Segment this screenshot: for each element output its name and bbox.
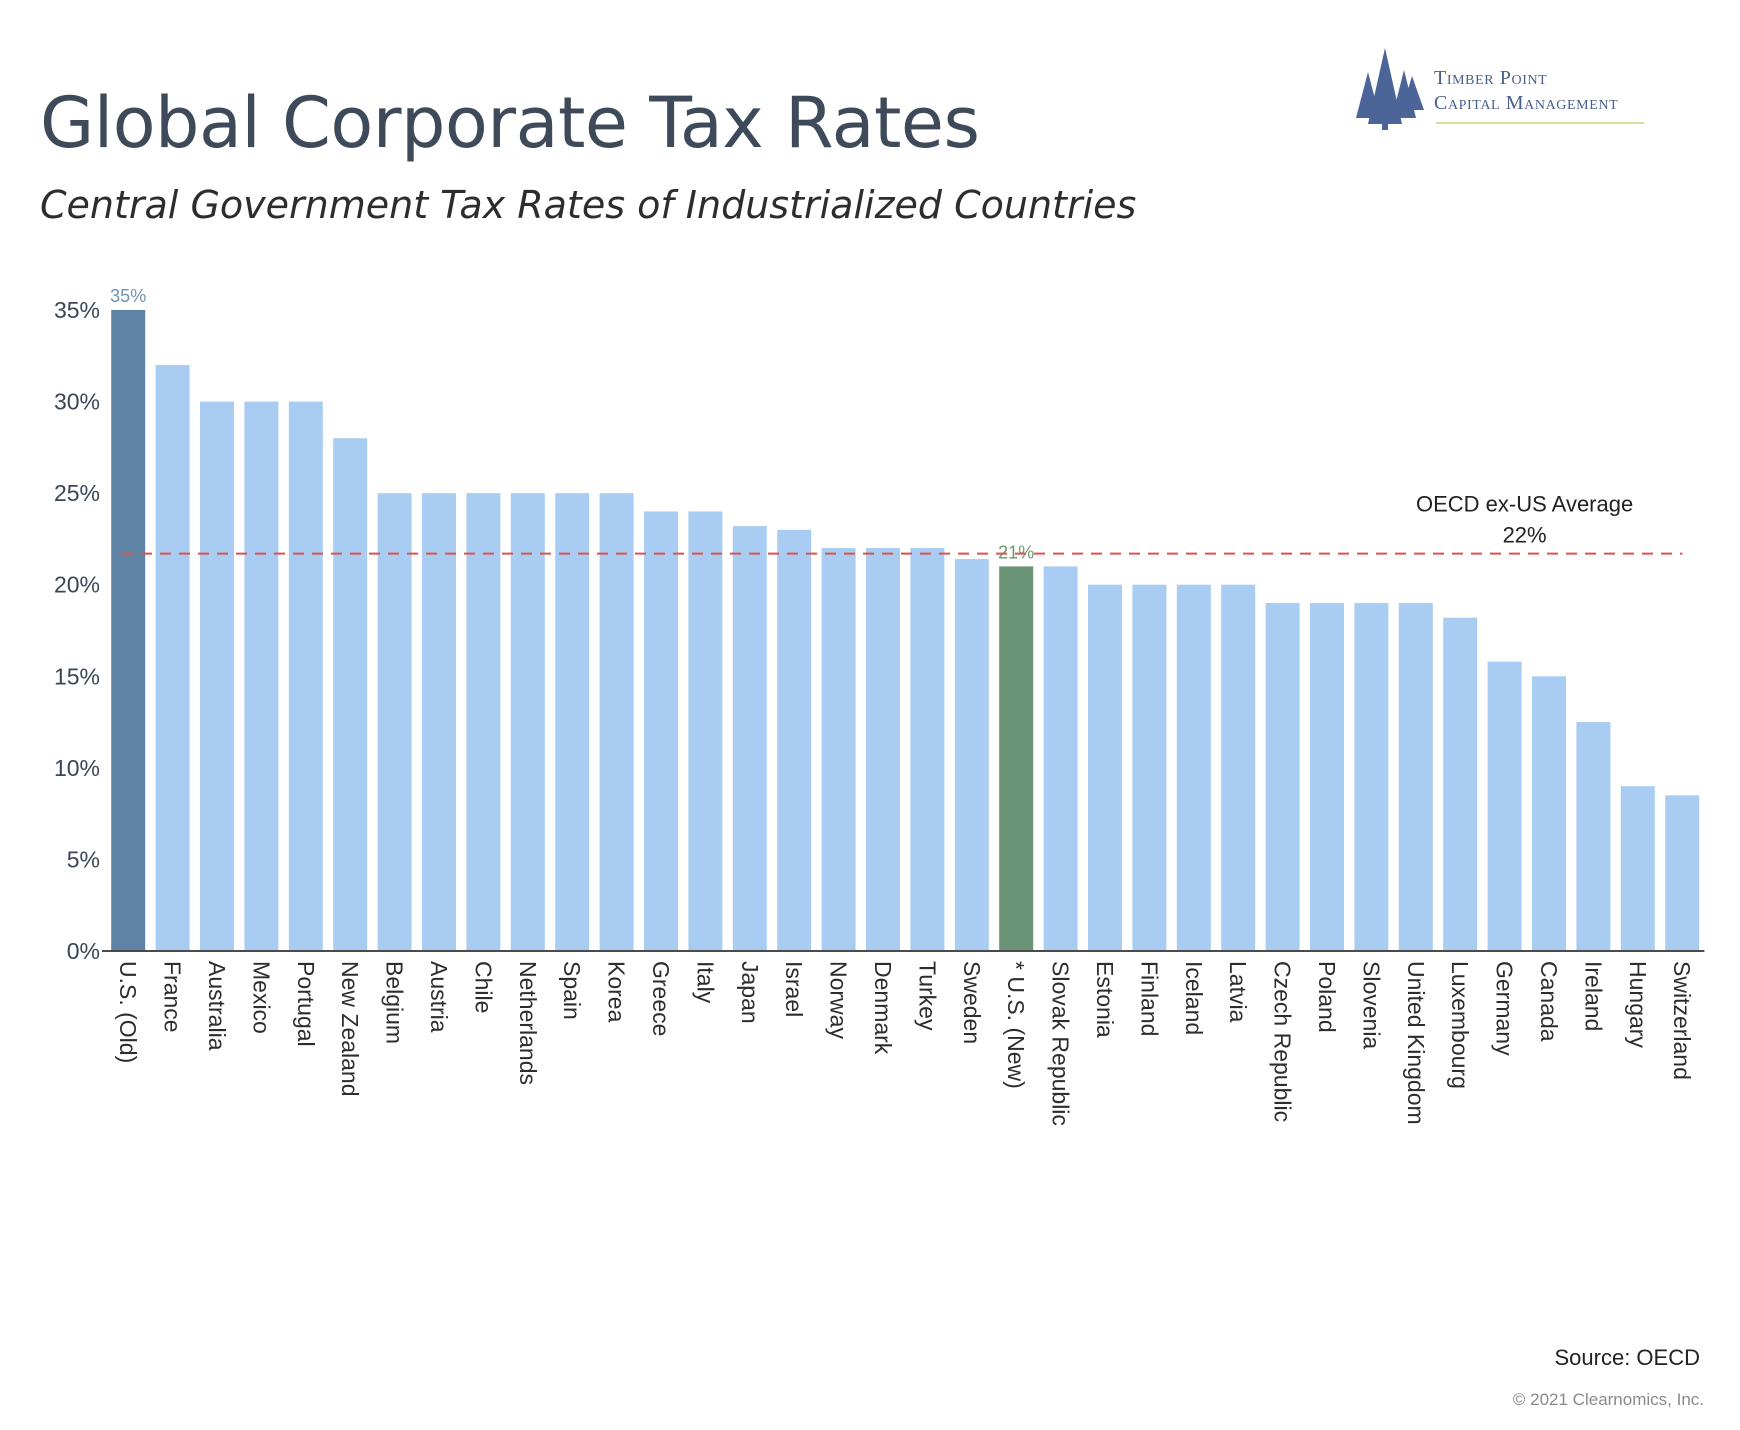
page-subtitle: Central Government Tax Rates of Industri… xyxy=(40,183,1137,227)
tax-rate-bar-chart: 0% 5% 10% 15% 20% 25% 30% 35% U.S. (Old) France Au… xyxy=(54,286,1705,1126)
x-tick-label: Israel xyxy=(781,961,807,1017)
bar xyxy=(1176,584,1211,951)
data-label: 35% xyxy=(110,286,146,306)
x-tick-label: Mexico xyxy=(248,961,274,1034)
x-tick-label: Chile xyxy=(470,961,496,1013)
bar xyxy=(1310,603,1344,951)
x-tick-label: Spain xyxy=(559,961,585,1020)
y-tick-label: 5% xyxy=(67,846,100,872)
x-tick-label: Finland xyxy=(1136,961,1162,1036)
bar xyxy=(910,548,945,951)
bar xyxy=(599,493,634,951)
bar xyxy=(377,493,412,951)
x-tick-label: Poland xyxy=(1314,961,1340,1033)
x-tick-label: Australia xyxy=(204,961,230,1051)
bar xyxy=(777,529,812,951)
bar xyxy=(1620,786,1655,951)
bar xyxy=(688,511,723,951)
x-tick-label: U.S. (Old) xyxy=(115,961,141,1063)
bar xyxy=(244,401,279,952)
company-name-line1: Timber Point xyxy=(1434,67,1548,89)
x-tick-label: Portugal xyxy=(293,961,319,1047)
x-tick-label: Japan xyxy=(737,961,763,1024)
x-tick-label: Latvia xyxy=(1225,961,1251,1023)
bar xyxy=(200,401,234,952)
bar xyxy=(1132,584,1167,951)
bar xyxy=(644,511,678,951)
x-tick-label: Luxembourg xyxy=(1447,961,1473,1089)
bar xyxy=(1398,603,1433,951)
bar xyxy=(866,548,900,951)
x-tick-label: France xyxy=(160,961,186,1033)
bar xyxy=(1221,584,1256,951)
bar xyxy=(954,559,989,951)
x-tick-label: * U.S. (New) xyxy=(1003,961,1029,1089)
bar xyxy=(1532,676,1566,951)
y-tick-label: 15% xyxy=(54,663,100,689)
x-tick-label: Netherlands xyxy=(515,961,541,1085)
x-tick-label: Germany xyxy=(1492,961,1518,1056)
data-label: 21% xyxy=(998,542,1034,562)
bar xyxy=(1354,603,1389,951)
page-title: Global Corporate Tax Rates xyxy=(40,82,980,164)
bar xyxy=(1265,603,1300,951)
x-tick-label: Hungary xyxy=(1625,961,1651,1048)
bar xyxy=(466,493,501,951)
x-tick-label: Sweden xyxy=(959,961,985,1044)
bar xyxy=(510,493,545,951)
x-tick-label: Belgium xyxy=(382,961,408,1044)
bar xyxy=(288,401,323,952)
bar xyxy=(999,566,1034,951)
bar xyxy=(111,310,146,951)
y-tick-label: 30% xyxy=(54,389,100,415)
x-tick-label: Denmark xyxy=(870,961,896,1055)
x-tick-label: Slovenia xyxy=(1358,961,1384,1049)
x-tick-label: United Kingdom xyxy=(1403,961,1429,1125)
bar xyxy=(333,438,368,951)
y-tick-label: 10% xyxy=(54,755,100,781)
company-name: Timber Point Capital Management xyxy=(1434,66,1618,116)
bar xyxy=(1665,795,1700,951)
y-tick-label: 0% xyxy=(67,938,100,964)
x-tick-label: Ireland xyxy=(1580,961,1606,1031)
x-tick-label: New Zealand xyxy=(337,961,363,1097)
x-tick-label: Norway xyxy=(826,961,852,1039)
x-tick-label: Greece xyxy=(648,961,674,1036)
x-tick-label: Switzerland xyxy=(1669,961,1695,1080)
bar xyxy=(821,548,856,951)
bar xyxy=(155,364,190,951)
bar xyxy=(1443,617,1478,951)
bar xyxy=(555,493,590,951)
bar xyxy=(1043,566,1078,951)
bar xyxy=(1576,722,1611,951)
y-tick-label: 20% xyxy=(54,572,100,598)
x-tick-label: Slovak Republic xyxy=(1048,961,1074,1126)
x-tick-label: Czech Republic xyxy=(1270,961,1296,1122)
company-name-line2: Capital Management xyxy=(1434,92,1619,114)
x-tick-label: Korea xyxy=(604,961,630,1023)
bar xyxy=(1487,661,1522,951)
bar xyxy=(732,526,767,951)
average-line-label: OECD ex-US Average xyxy=(1416,492,1633,517)
x-tick-label: Estonia xyxy=(1092,961,1118,1038)
company-logo: Timber Point Capital Management xyxy=(1348,46,1648,130)
logo-underline xyxy=(1436,122,1644,124)
x-tick-label: Canada xyxy=(1536,961,1562,1042)
y-tick-label: 25% xyxy=(54,480,100,506)
bar xyxy=(422,493,456,951)
x-tick-label: Italy xyxy=(692,961,718,1004)
bar xyxy=(1088,584,1122,951)
pine-trees-icon xyxy=(1356,48,1424,130)
average-line-value: 22% xyxy=(1503,523,1547,548)
x-tick-label: Iceland xyxy=(1181,961,1207,1035)
y-tick-label: 35% xyxy=(54,297,100,323)
x-tick-label: Austria xyxy=(426,961,452,1033)
x-tick-label: Turkey xyxy=(914,961,940,1031)
source-note: Source: OECD xyxy=(1554,1345,1701,1370)
copyright-note: © 2021 Clearnomics, Inc. xyxy=(1512,1390,1704,1409)
